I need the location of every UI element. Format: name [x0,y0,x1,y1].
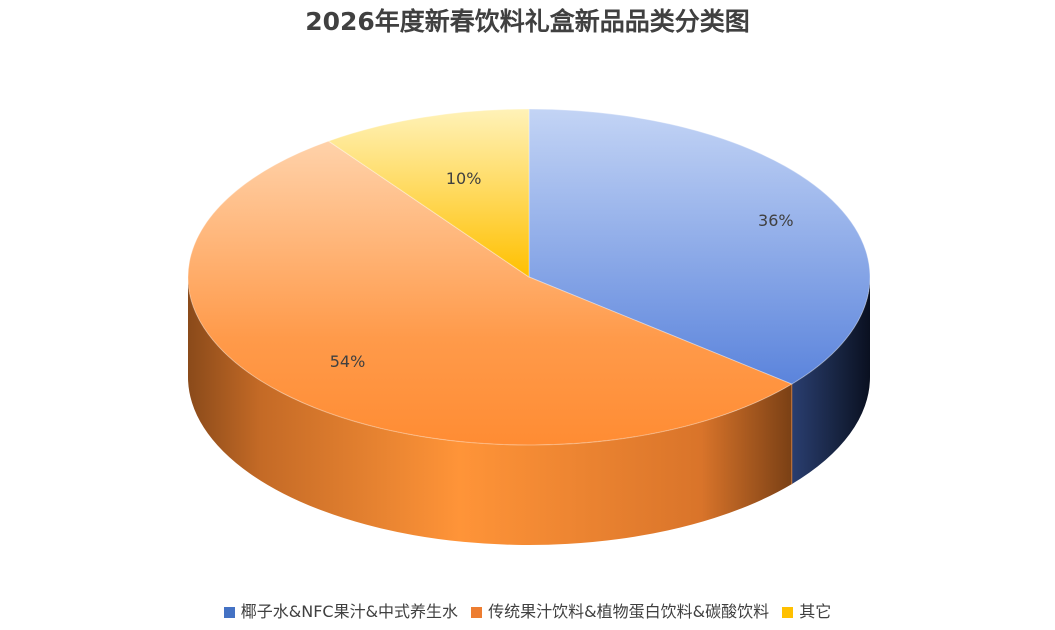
legend-swatch [782,607,794,618]
pie-slice-0 [528,108,871,385]
pie-side-0 [791,277,870,485]
pie-side-1 [188,277,792,545]
legend-item: 其它 [782,598,831,622]
data-label-1: 54% [330,352,366,371]
legend-label: 椰子水&NFC果汁&中式养生水 [240,602,459,621]
pie-slice-2 [327,108,530,278]
data-label-0: 36% [758,211,794,230]
legend-swatch [223,607,235,618]
pie-slice-1 [187,140,793,446]
legend-swatch [471,607,483,618]
chart-title: 2026年度新春饮料礼盒新品品类分类图 [305,7,750,36]
legend-label: 其它 [799,602,832,621]
legend-item: 椰子水&NFC果汁&中式养生水 [223,598,459,622]
legend: 椰子水&NFC果汁&中式养生水 传统果汁饮料&植物蛋白饮料&碳酸饮料 其它 [0,598,1055,622]
data-label-2: 10% [446,169,482,188]
legend-label: 传统果汁饮料&植物蛋白饮料&碳酸饮料 [488,602,770,621]
legend-item: 传统果汁饮料&植物蛋白饮料&碳酸饮料 [471,598,769,622]
